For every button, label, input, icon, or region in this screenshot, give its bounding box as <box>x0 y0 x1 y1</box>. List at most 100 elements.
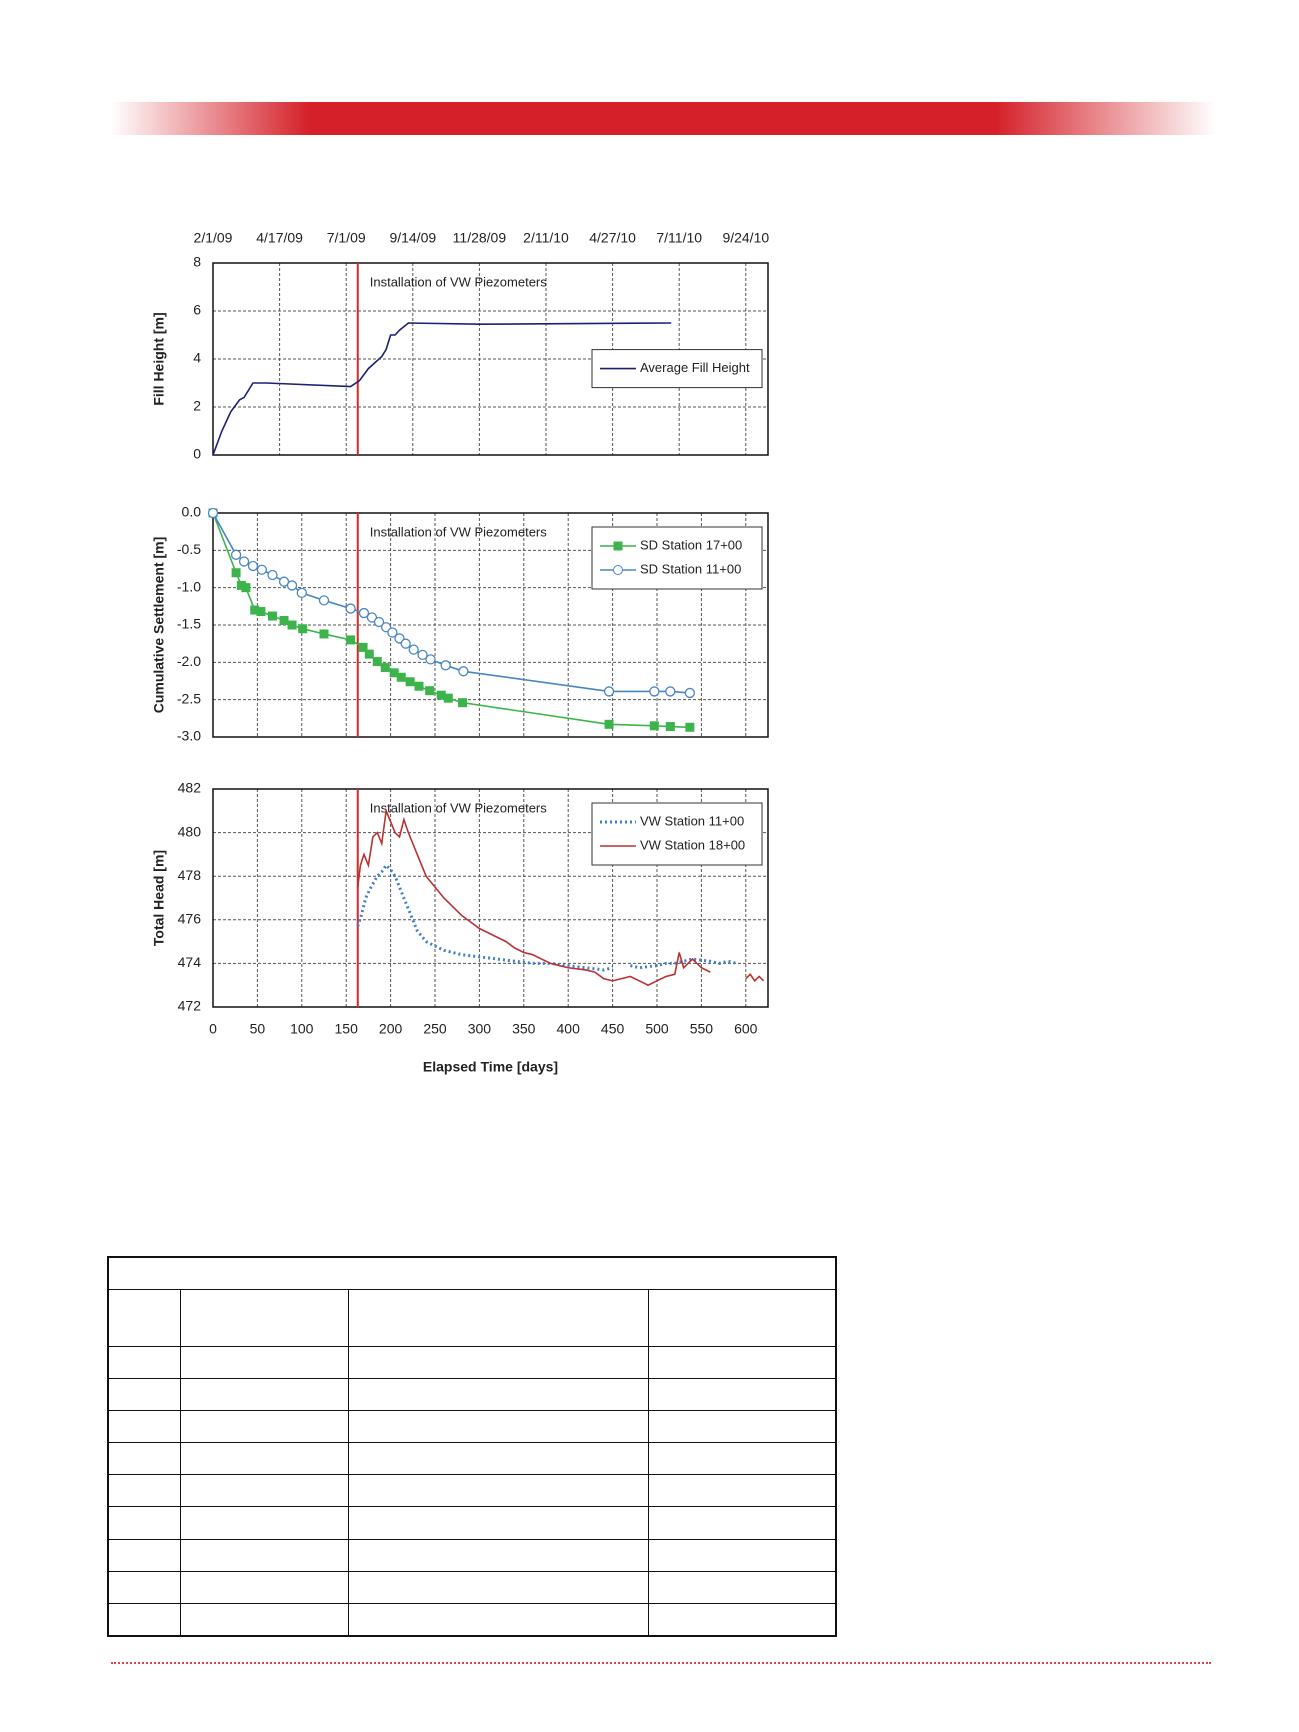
x-tick-label: 7/1/09 <box>327 230 366 246</box>
marker <box>408 644 419 655</box>
marker <box>684 687 696 699</box>
y-tick-label: -0.5 <box>177 541 201 557</box>
marker <box>318 595 330 606</box>
y-tick-label: -2.5 <box>177 690 201 706</box>
table-cell <box>107 1345 181 1379</box>
legend-label: Average Fill Height <box>640 360 750 375</box>
table-cell <box>107 1256 837 1290</box>
y-tick-label: 0 <box>193 446 201 462</box>
marker <box>372 657 382 667</box>
marker <box>358 607 370 619</box>
table-cell <box>180 1538 349 1572</box>
x-tick-label: 2/1/09 <box>194 230 233 246</box>
x-tick-label: 250 <box>423 1021 447 1037</box>
y-tick-label: 480 <box>178 823 202 839</box>
marker <box>230 549 242 560</box>
legend-label: VW Station 11+00 <box>640 813 744 828</box>
x-tick-label: 9/14/09 <box>389 230 436 246</box>
x-tick-label: 9/24/10 <box>722 230 769 246</box>
annotation: Installation of VW Piezometers <box>370 274 548 289</box>
marker <box>256 607 266 617</box>
marker <box>287 620 297 630</box>
x-tick-label: 400 <box>557 1021 581 1037</box>
x-axis-label: Elapsed Time [days] <box>423 1059 558 1075</box>
x-tick-label: 300 <box>468 1021 492 1037</box>
table-cell <box>348 1409 649 1444</box>
marker <box>649 686 660 697</box>
marker <box>345 603 356 614</box>
marker <box>417 649 428 661</box>
table-cell <box>107 1602 181 1637</box>
marker <box>279 616 289 626</box>
charts: 0 2 4 6 8 2/1/09 4/17/09 7/1/09 9/14/09 11/28/09 2… <box>151 230 770 1075</box>
y-tick-label: -1.0 <box>177 578 201 594</box>
marker <box>247 560 259 572</box>
plot-frame <box>212 262 769 456</box>
marker <box>405 677 415 687</box>
marker <box>346 635 356 645</box>
x-tick-label: 4/17/09 <box>256 230 303 246</box>
table-cell <box>348 1288 649 1347</box>
table-cell <box>348 1602 649 1637</box>
marker <box>364 649 374 659</box>
table-cell <box>648 1345 837 1379</box>
table-cell <box>648 1570 837 1605</box>
header-band <box>111 102 1216 135</box>
table-cell <box>648 1442 837 1476</box>
y-axis-label: Cumulative Settlement [m] <box>151 537 167 714</box>
legend-label: SD Station 11+00 <box>640 561 741 576</box>
table-cell <box>648 1602 837 1637</box>
footer-rule <box>111 1662 1211 1664</box>
y-tick-label: 2 <box>193 398 201 414</box>
marker <box>665 722 675 732</box>
x-tick-label: 500 <box>645 1021 669 1037</box>
legend-label: VW Station 18+00 <box>640 837 745 852</box>
marker <box>296 587 307 599</box>
marker <box>387 627 398 638</box>
marker <box>241 583 251 593</box>
marker <box>440 660 451 671</box>
table-cell <box>348 1442 649 1476</box>
y-tick-label: 4 <box>193 350 201 366</box>
legend-label: SD Station 17+00 <box>640 537 742 552</box>
y-tick-label: 0.0 <box>182 504 202 520</box>
x-tick-label: 4/27/10 <box>589 230 636 246</box>
marker <box>373 616 385 628</box>
marker <box>414 681 424 691</box>
y-tick-label: -3.0 <box>177 728 201 744</box>
marker <box>685 722 695 732</box>
table-cell <box>180 1409 349 1444</box>
marker <box>604 719 614 729</box>
table-cell <box>107 1506 181 1540</box>
y-axis-label: Fill Height [m] <box>151 312 167 405</box>
x-tick-label: 50 <box>250 1021 266 1037</box>
table-cell <box>648 1538 837 1572</box>
marker <box>231 568 241 578</box>
marker <box>207 507 219 519</box>
x-tick-label: 200 <box>379 1021 403 1037</box>
x-tick-label: 600 <box>734 1021 758 1037</box>
table-cell <box>648 1377 837 1411</box>
marker <box>436 690 446 700</box>
table-cell <box>107 1442 181 1476</box>
annotation: Installation of VW Piezometers <box>370 524 548 539</box>
y-tick-label: 482 <box>178 780 202 796</box>
legend-marker <box>613 565 623 575</box>
x-tick-label: 350 <box>512 1021 536 1037</box>
table-cell <box>180 1602 349 1637</box>
legend <box>591 802 763 866</box>
table-cell <box>348 1345 649 1379</box>
marker <box>298 624 308 634</box>
table-cell <box>348 1506 649 1540</box>
y-tick-label: 6 <box>193 302 201 318</box>
table-cell <box>180 1442 349 1476</box>
legend <box>591 526 763 590</box>
table-cell <box>180 1377 349 1411</box>
table-cell <box>180 1345 349 1379</box>
y-axis-label: Total Head [m] <box>151 850 167 946</box>
marker <box>425 686 435 696</box>
marker <box>267 569 278 581</box>
table-cell <box>107 1474 181 1508</box>
x-tick-label: 100 <box>290 1021 314 1037</box>
